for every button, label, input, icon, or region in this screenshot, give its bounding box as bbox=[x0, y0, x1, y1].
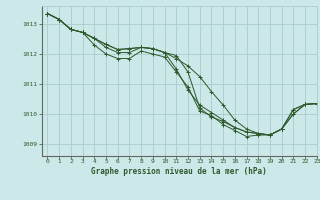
X-axis label: Graphe pression niveau de la mer (hPa): Graphe pression niveau de la mer (hPa) bbox=[91, 167, 267, 176]
